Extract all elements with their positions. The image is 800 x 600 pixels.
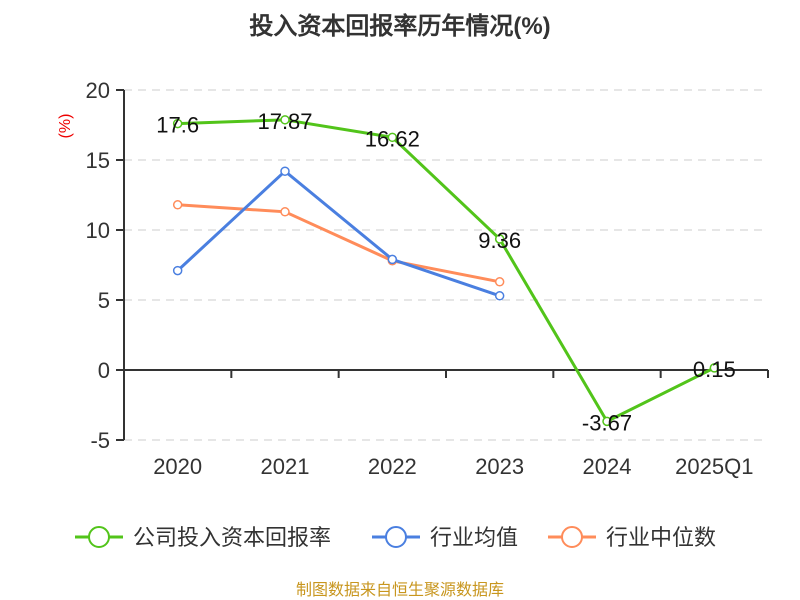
- data-point: [172, 118, 183, 129]
- footer-source: 制图数据来自恒生聚源数据库: [296, 581, 504, 599]
- legend-label: 公司投入资本回报率: [133, 525, 331, 550]
- x-tick-label: 2023: [475, 454, 524, 479]
- y-axis-label: (%): [57, 114, 74, 139]
- x-tick-label: 2020: [153, 454, 202, 479]
- legend-marker: [385, 526, 407, 548]
- x-tick-label: 2022: [368, 454, 417, 479]
- data-point: [280, 115, 290, 125]
- data-point: [280, 166, 290, 176]
- legend-label: 行业中位数: [606, 525, 716, 550]
- data-label: 17.6: [156, 113, 199, 138]
- data-point: [387, 132, 398, 143]
- data-point: [494, 234, 505, 244]
- chart-title: 投入资本回报率历年情况(%): [249, 12, 550, 40]
- legend-marker: [88, 526, 110, 548]
- y-tick-label: -5: [90, 428, 110, 453]
- data-point: [494, 277, 505, 287]
- data-point: [602, 416, 612, 427]
- y-tick-label: 5: [98, 288, 110, 313]
- series-line: [176, 169, 501, 298]
- data-point: [172, 200, 183, 210]
- data-label: 16.62: [365, 126, 420, 151]
- y-tick-label: 0: [98, 358, 110, 383]
- data-label: -3.67: [582, 410, 632, 435]
- data-point: [709, 363, 720, 373]
- data-point: [280, 207, 290, 217]
- legend-label: 行业均值: [430, 525, 518, 550]
- legend-marker: [561, 526, 583, 548]
- data-label: 9.36: [478, 228, 521, 253]
- series-line: [177, 118, 716, 424]
- y-tick-label: 15: [86, 148, 110, 173]
- series-line: [177, 203, 500, 284]
- x-tick-label: 2025Q1: [675, 454, 753, 479]
- x-tick-label: 2021: [261, 454, 310, 479]
- data-point: [172, 265, 183, 276]
- data-label: 17.87: [257, 109, 312, 134]
- y-tick-label: 20: [86, 78, 110, 103]
- data-point: [387, 254, 398, 265]
- data-label: 0.15: [693, 357, 736, 382]
- x-tick-label: 2024: [583, 454, 632, 479]
- data-point: [494, 291, 505, 301]
- y-tick-label: 10: [86, 218, 110, 243]
